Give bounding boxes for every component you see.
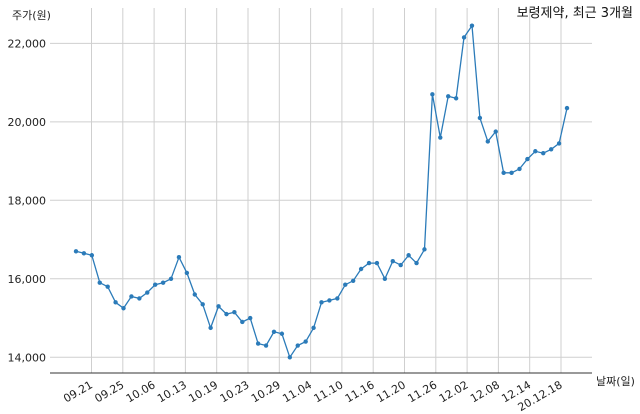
data-point bbox=[517, 166, 522, 172]
y-tick-labels: 14,000 16,000 18,000 20,000 22,000 bbox=[8, 37, 47, 364]
x-tick-label: 10.23 bbox=[218, 378, 252, 405]
data-point bbox=[303, 339, 308, 344]
data-point bbox=[137, 296, 142, 301]
data-point bbox=[168, 276, 174, 282]
data-point bbox=[501, 170, 506, 176]
data-point bbox=[105, 284, 110, 289]
data-point bbox=[200, 302, 205, 307]
data-point bbox=[216, 304, 221, 309]
data-point bbox=[327, 298, 332, 303]
x-tick-label: 09.21 bbox=[61, 378, 95, 405]
data-point bbox=[390, 258, 395, 264]
x-tick-label: 11.20 bbox=[374, 378, 408, 405]
data-point bbox=[160, 280, 166, 285]
data-point bbox=[382, 276, 388, 282]
y-tick-label: 16,000 bbox=[8, 273, 47, 286]
data-point bbox=[533, 149, 538, 154]
data-point bbox=[485, 139, 491, 144]
data-point bbox=[121, 306, 126, 311]
data-point bbox=[271, 329, 277, 334]
series-line bbox=[75, 23, 568, 359]
x-tick-labels: 09.2109.2510.0610.1310.1910.2310.2911.04… bbox=[61, 378, 564, 414]
data-point bbox=[453, 96, 459, 101]
x-tick-label: 09.25 bbox=[93, 378, 127, 405]
data-point bbox=[422, 247, 427, 252]
y-tick-label: 18,000 bbox=[8, 194, 47, 207]
data-point bbox=[73, 249, 79, 254]
data-point bbox=[192, 292, 197, 297]
data-point bbox=[287, 355, 293, 360]
data-point bbox=[556, 141, 562, 146]
data-point bbox=[113, 300, 118, 305]
data-point bbox=[358, 266, 364, 272]
y-tick-label: 14,000 bbox=[8, 351, 47, 364]
data-point bbox=[398, 262, 403, 268]
x-tick-label: 10.13 bbox=[155, 378, 189, 405]
x-tick-label: 11.10 bbox=[312, 378, 346, 405]
data-point bbox=[509, 170, 514, 176]
data-point bbox=[343, 282, 348, 287]
x-tick-label: 11.26 bbox=[406, 378, 440, 405]
data-point bbox=[430, 92, 435, 97]
y-axis-label: 주가(원) bbox=[12, 9, 51, 22]
data-point bbox=[97, 280, 102, 285]
data-point bbox=[493, 129, 498, 134]
data-point bbox=[366, 260, 372, 266]
data-point bbox=[548, 147, 554, 152]
data-point bbox=[469, 23, 475, 28]
x-tick-label: 11.16 bbox=[343, 378, 377, 405]
x-axis-label: 날짜(일) bbox=[596, 374, 635, 388]
x-tick-label: 12.08 bbox=[468, 378, 502, 405]
data-point bbox=[406, 253, 411, 258]
x-tick-label: 10.29 bbox=[249, 378, 283, 405]
x-tick-label: 10.19 bbox=[186, 378, 220, 405]
data-point bbox=[374, 260, 380, 266]
data-point bbox=[438, 135, 443, 140]
data-point bbox=[176, 255, 182, 260]
data-point bbox=[541, 151, 546, 156]
data-point bbox=[279, 331, 285, 336]
data-point bbox=[311, 325, 316, 331]
data-point bbox=[184, 270, 190, 276]
data-point bbox=[263, 343, 269, 348]
data-point bbox=[446, 94, 451, 99]
x-tick-label: 11.04 bbox=[280, 378, 314, 405]
data-point bbox=[461, 35, 467, 40]
chart-title: 보령제약, 최근 3개월 bbox=[517, 6, 633, 21]
data-point bbox=[525, 156, 530, 162]
data-point bbox=[208, 325, 213, 331]
data-point bbox=[224, 311, 229, 317]
data-point bbox=[477, 115, 483, 121]
data-point bbox=[248, 315, 253, 321]
data-point bbox=[81, 251, 87, 256]
data-point bbox=[152, 282, 158, 287]
data-point bbox=[240, 319, 245, 325]
y-tick-label: 22,000 bbox=[8, 37, 47, 50]
data-point bbox=[295, 343, 300, 348]
data-point bbox=[319, 300, 324, 305]
data-point bbox=[255, 341, 261, 346]
y-tick-label: 20,000 bbox=[8, 116, 47, 129]
data-point bbox=[89, 253, 95, 258]
data-point bbox=[232, 309, 237, 315]
x-tick-label: 12.02 bbox=[437, 378, 471, 405]
grid bbox=[50, 8, 592, 373]
data-point bbox=[350, 278, 356, 283]
data-point bbox=[564, 105, 570, 111]
data-point bbox=[129, 294, 134, 299]
data-point bbox=[335, 296, 340, 301]
data-point bbox=[414, 260, 419, 266]
x-tick-label: 10.06 bbox=[124, 378, 158, 405]
data-point bbox=[145, 290, 150, 295]
series-points bbox=[73, 23, 570, 360]
